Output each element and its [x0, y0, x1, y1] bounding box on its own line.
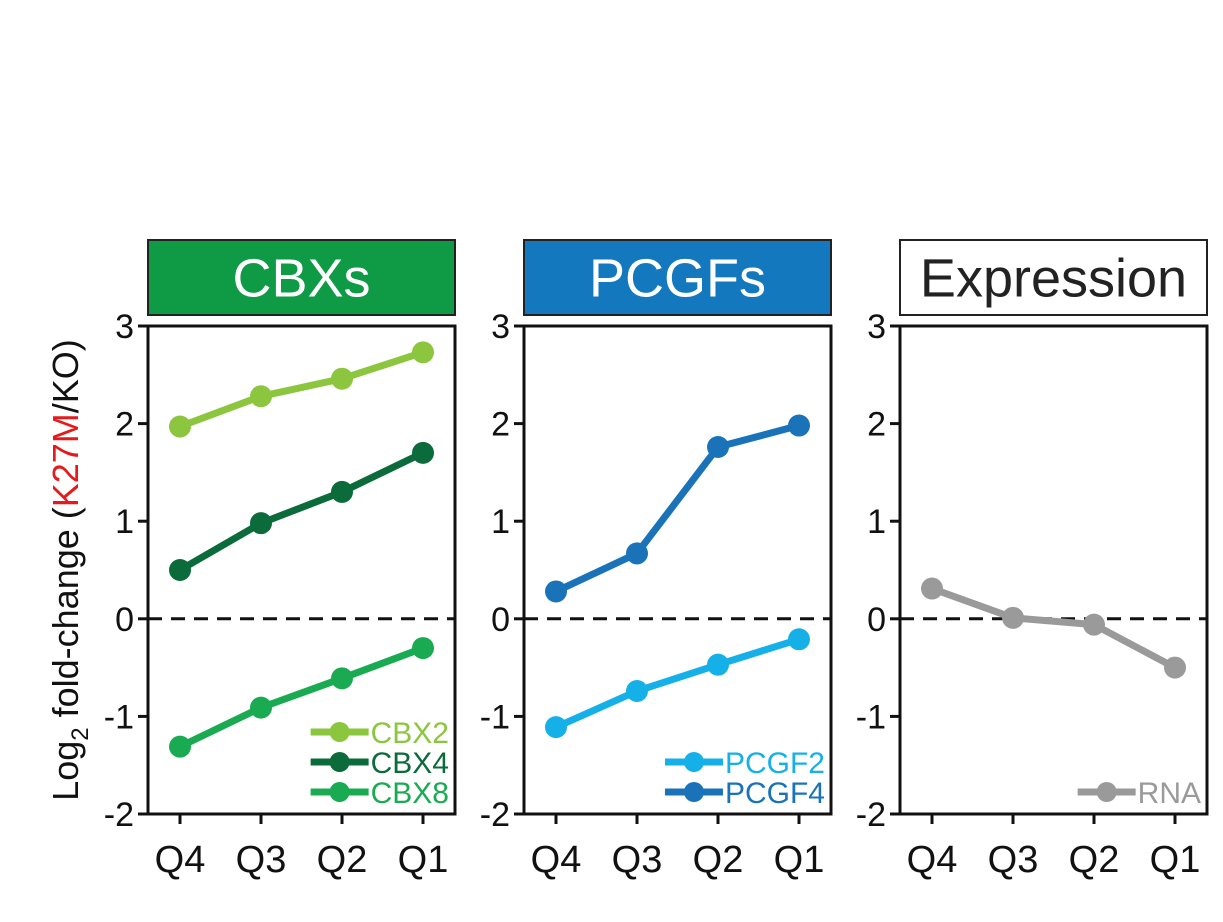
panel-expression-header: Expression — [920, 249, 1187, 309]
panel-pcgfs-series-pcgf2-line — [554, 635, 801, 731]
panel-cbxs-x-tick-label: Q2 — [317, 839, 368, 881]
panel-cbxs-series-cbx2-point — [169, 415, 191, 438]
panel-cbxs-series-cbx4-line — [178, 449, 425, 574]
panel-pcgfs-legend-pcgf4-marker-point — [683, 782, 704, 802]
panel-pcgfs-series-pcgf4-point — [626, 542, 648, 565]
panel-pcgfs-series-pcgf4-line — [554, 422, 800, 595]
panel-expression-x-tick-label: Q3 — [988, 839, 1039, 881]
panel-pcgfs-series-pcgf2-point — [626, 680, 648, 703]
panel-pcgfs-series-pcgf4-point — [788, 414, 810, 437]
panel-expression-series-rna-point — [1083, 613, 1105, 636]
panel-cbxs-x-tick-label: Q4 — [155, 839, 206, 881]
panel-cbxs-legend-cbx8-marker-point — [329, 782, 350, 802]
panel-expression-x-tick-label: Q4 — [907, 839, 958, 881]
panel-cbxs-y-tick-label: -2 — [104, 796, 134, 834]
panel-expression-legend-rna-label: RNA — [1138, 777, 1201, 810]
y-axis-label-middle: fold-change ( — [45, 507, 86, 727]
panel-pcgfs-y-tick-label: 2 — [491, 406, 510, 444]
panel-cbxs-plot-frame — [146, 324, 457, 816]
panel-cbxs-y-tick-label: 1 — [115, 503, 134, 541]
panel-expression-y-tick-label: 3 — [867, 308, 886, 346]
panel-pcgfs-header-box — [523, 239, 832, 316]
panel-pcgfs-x-tick-label: Q2 — [693, 839, 744, 881]
panel-expression-series-rna-point — [1164, 656, 1186, 679]
panel-pcgfs-x-tick-label: Q4 — [531, 839, 582, 881]
panel-expression-series-rna-point — [921, 577, 943, 600]
panel-pcgfs-series-pcgf4-point — [545, 580, 567, 603]
panel-pcgfs-x-tick-label: Q3 — [612, 839, 663, 881]
panel-cbxs-x-tick-label: Q1 — [398, 839, 449, 881]
panel-expression-x-tick-label: Q1 — [1150, 839, 1201, 881]
panel-pcgfs-header: PCGFs — [589, 249, 766, 309]
panel-expression-x-tick-label: Q2 — [1069, 839, 1120, 881]
panel-cbxs-series-cbx4-point — [412, 441, 434, 464]
panel-expression: Expression 3 2 1 0 -1 -2 Q4 Q3 Q2 Q1 RNA — [856, 239, 1209, 881]
panel-cbxs-series-cbx4-point — [331, 480, 353, 503]
panel-cbxs-series-cbx8-point — [169, 735, 191, 758]
panel-expression-y-tick-label: 2 — [867, 406, 886, 444]
panel-pcgfs-x-tick-label: Q1 — [774, 839, 825, 881]
panel-expression-plot-frame — [898, 324, 1209, 816]
panel-cbxs-x-tick-label: Q3 — [236, 839, 287, 881]
panel-pcgfs-y-tick-label: 3 — [491, 308, 510, 346]
panel-cbxs-series-cbx8-point — [250, 696, 272, 719]
panel-cbxs-series-cbx8-line — [178, 644, 425, 750]
panel-cbxs-series-cbx8-point — [412, 637, 434, 660]
panel-cbxs-series-cbx2-point — [250, 385, 272, 408]
panel-pcgfs-series-pcgf2-point — [788, 628, 810, 651]
panel-cbxs-y-tick-label: 0 — [115, 601, 134, 639]
panel-cbxs-header-box — [147, 239, 456, 316]
panel-cbxs-legend-cbx2-label: CBX2 — [371, 717, 449, 750]
y-axis-label-suffix: /KO) — [45, 339, 86, 413]
panel-pcgfs-plot-frame — [522, 324, 833, 816]
panel-cbxs-series-cbx4-point — [169, 559, 191, 581]
panel-cbxs-series-cbx8-point — [331, 667, 353, 690]
panel-expression-y-tick-label: -2 — [856, 796, 886, 834]
panel-pcgfs-legend-pcgf2-marker-point — [683, 752, 704, 772]
panel-cbxs-header: CBXs — [232, 249, 370, 309]
panel-cbxs-series-cbx2-point — [331, 367, 353, 390]
panel-cbxs-series-cbx4-point — [250, 512, 272, 535]
panel-expression-y-tick-label: -1 — [856, 698, 886, 736]
panel-pcgfs-series-pcgf4-point — [707, 436, 729, 459]
panel-cbxs-y-tick-label: 3 — [115, 308, 134, 346]
panel-expression-series-rna-line — [930, 585, 1177, 671]
y-axis-label-prefix: Log — [45, 741, 86, 801]
y-axis-label-subscript: 2 — [67, 727, 94, 740]
panel-expression-y-tick-label: 1 — [867, 503, 886, 541]
panel-pcgfs-legend-pcgf4-label: PCGF4 — [725, 777, 825, 810]
y-axis-label: Log2 fold-change (K27M/KO) — [45, 339, 94, 801]
panel-cbxs-legend-cbx2-marker-point — [329, 722, 350, 742]
panel-pcgfs-y-tick-label: -1 — [480, 698, 510, 736]
panel-expression-series-rna-point — [1002, 606, 1024, 629]
panel-cbxs-legend-cbx8-label: CBX8 — [371, 777, 449, 810]
panel-pcgfs-y-tick-label: -2 — [480, 796, 510, 834]
y-axis-label-highlight: K27M — [45, 413, 86, 507]
panel-expression-legend-rna-marker-point — [1096, 782, 1117, 802]
panel-cbxs-legend-cbx4-marker-point — [329, 752, 350, 772]
panel-cbxs-y-tick-label: 2 — [115, 406, 134, 444]
panel-pcgfs-y-tick-label: 1 — [491, 503, 510, 541]
panel-cbxs-series-cbx2-line — [178, 349, 425, 430]
panel-expression-y-tick-label: 0 — [867, 601, 886, 639]
panel-pcgfs-series-pcgf2-point — [707, 653, 729, 676]
panel-pcgfs-legend-pcgf2-label: PCGF2 — [725, 747, 825, 780]
panel-cbxs-legend-cbx4-label: CBX4 — [371, 747, 449, 780]
panel-pcgfs-series-pcgf2-point — [545, 716, 567, 739]
panel-cbxs-series-cbx2-point — [412, 341, 434, 364]
panel-cbxs-y-tick-label: -1 — [104, 698, 134, 736]
panel-expression-header-box — [899, 239, 1208, 316]
panel-pcgfs-y-tick-label: 0 — [491, 601, 510, 639]
